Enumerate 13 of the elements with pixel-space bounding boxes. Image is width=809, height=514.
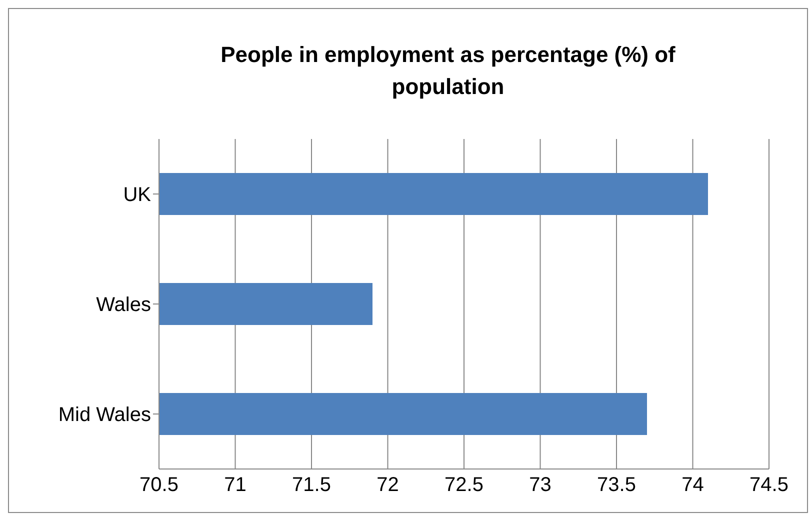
x-tick-label: 74 [682, 474, 704, 496]
x-tick-label: 73 [529, 474, 552, 496]
x-tick-label: 70.5 [140, 474, 178, 496]
y-tick-label: UK [123, 184, 152, 206]
chart-title: People in employment as percentage (%) of population [220, 41, 676, 101]
x-tick-label: 73.5 [597, 474, 636, 496]
x-tick-label: 72.5 [444, 474, 484, 496]
x-tick-label: 71 [224, 474, 246, 496]
x-tick-label: 71.5 [292, 474, 331, 496]
x-tick-label: 72 [376, 474, 399, 496]
y-tick-label: Wales [96, 294, 151, 316]
y-tick-label: Mid Wales [58, 404, 151, 426]
x-tick-label: 74.5 [750, 474, 788, 496]
